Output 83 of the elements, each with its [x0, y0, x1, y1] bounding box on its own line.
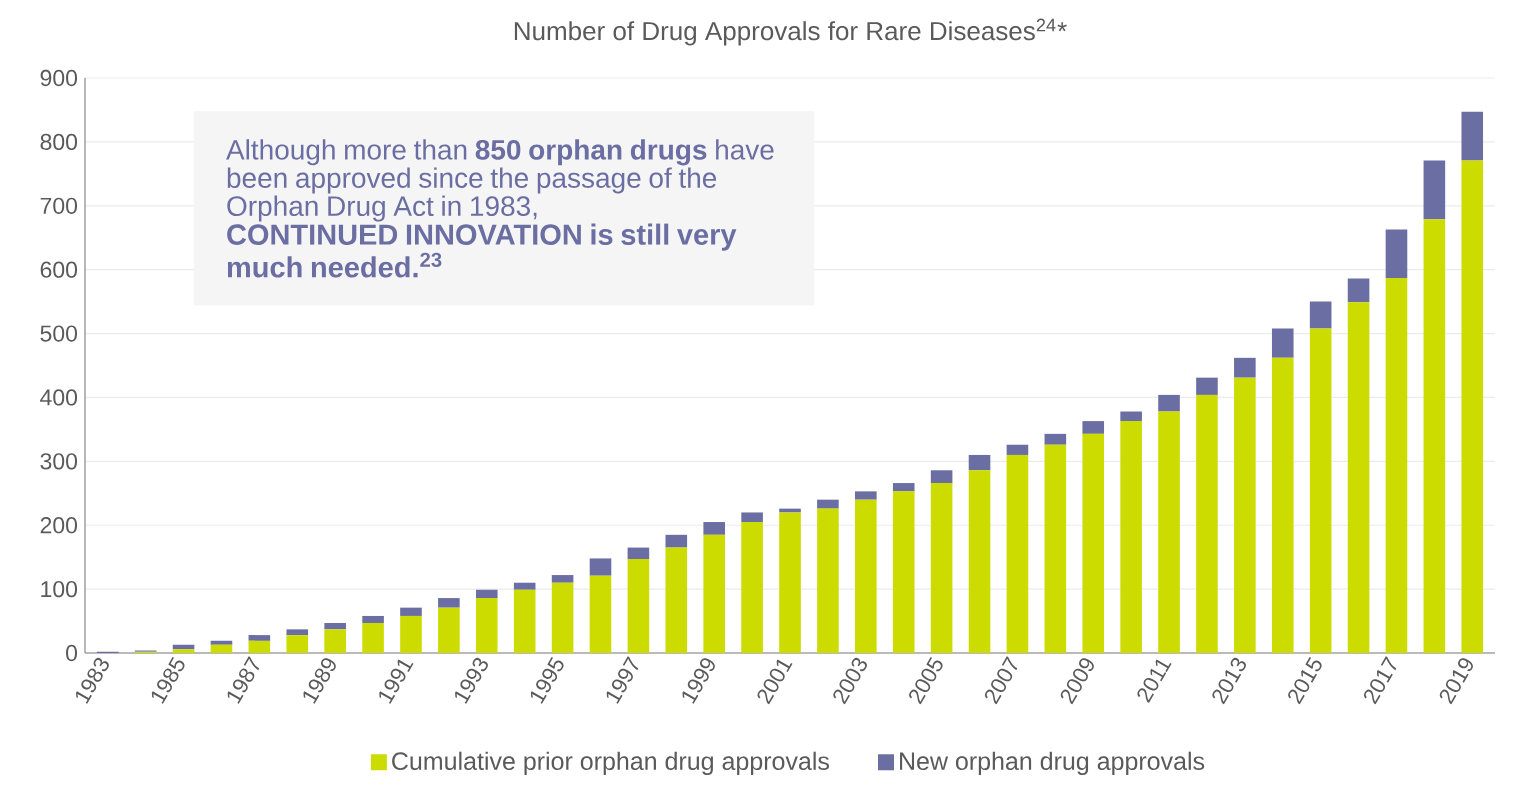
bar [741, 522, 763, 653]
bar [703, 534, 725, 653]
bar [362, 615, 384, 623]
bar [210, 644, 233, 653]
y-tick-label: 0 [66, 644, 78, 662]
bar [286, 629, 309, 636]
bar [817, 508, 839, 653]
legend-label: Cumulative prior orphan drug approvals [392, 751, 829, 775]
y-tick-label: 600 [40, 261, 78, 278]
bar [589, 558, 612, 576]
bar [930, 483, 953, 653]
y-tick-label: 200 [40, 517, 78, 534]
bar [513, 589, 536, 653]
bar [438, 598, 460, 608]
bar [1082, 421, 1105, 434]
bar [892, 483, 915, 492]
bar [400, 615, 422, 653]
bar [1309, 328, 1332, 653]
bar [627, 547, 650, 560]
annotation: Although more than 850 orphan drugs have been approved since the passage of the Orphan Drug Act in 1983, [226, 139, 774, 222]
bar [400, 607, 422, 616]
y-tick-label: 500 [40, 325, 78, 342]
bar [1271, 328, 1294, 358]
y-tick-label: 100 [41, 580, 78, 598]
bar [1385, 277, 1408, 653]
bar [172, 649, 195, 653]
bar [968, 454, 991, 471]
bar [589, 575, 612, 653]
bar [930, 470, 953, 484]
bar [1234, 377, 1256, 653]
bar [475, 598, 498, 653]
bar [665, 547, 688, 653]
y-tick-label: 300 [40, 453, 78, 470]
bar [1423, 160, 1446, 220]
y-tick-label: 800 [40, 133, 78, 151]
bar [324, 629, 346, 653]
bar [855, 499, 877, 653]
annotation: CONTINUED INNOVATION is still very much needed.$^{23}$ [227, 223, 737, 278]
bar [968, 470, 991, 653]
bar [1158, 411, 1180, 653]
bar [1347, 302, 1370, 653]
bar [1461, 111, 1484, 161]
bar [1082, 433, 1105, 653]
bar [1271, 357, 1294, 653]
bar [1044, 444, 1067, 653]
legend-label: New orphan drug approvals [900, 751, 1205, 775]
y-tick-label: 700 [40, 197, 78, 214]
bar [1196, 377, 1218, 395]
bar [551, 575, 574, 583]
bar [1044, 433, 1067, 445]
bar [1385, 229, 1408, 278]
y-tick-label: 400 [40, 389, 78, 406]
bar [1120, 411, 1142, 422]
bar [817, 499, 839, 509]
bar [627, 559, 650, 653]
bar [551, 582, 574, 653]
bar [665, 534, 688, 548]
bar [248, 635, 271, 641]
bar [1158, 394, 1180, 412]
bar [1423, 219, 1446, 653]
bar [286, 635, 309, 653]
bar [362, 622, 384, 653]
bar [438, 607, 460, 653]
bar [741, 512, 763, 523]
bar [324, 622, 346, 630]
bar [248, 640, 271, 653]
bar [1196, 394, 1218, 653]
bar [703, 522, 725, 535]
bar [1006, 454, 1029, 653]
bar [1120, 421, 1142, 653]
bar [1347, 278, 1370, 303]
bar [1006, 444, 1029, 455]
bar [210, 640, 233, 645]
chart-title: Number of Drug Approvals for Rare Diseases$^{24}$* [514, 18, 1067, 46]
bar [475, 589, 498, 599]
bar [1461, 160, 1484, 653]
bar [892, 491, 915, 653]
bar [1234, 357, 1256, 378]
bar [779, 512, 801, 653]
bar [1309, 301, 1332, 329]
bar [855, 491, 877, 500]
bar [513, 582, 536, 590]
y-tick-label: 900 [40, 69, 78, 87]
